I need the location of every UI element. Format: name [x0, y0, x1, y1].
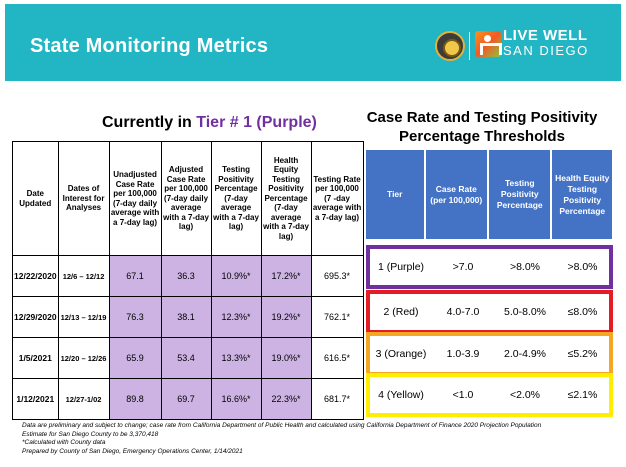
thr-header-case-rate: Case Rate (per 100,000) [425, 150, 487, 239]
thr-tier: 3 (Orange) [375, 348, 427, 360]
thresholds-header: Tier Case Rate (per 100,000) Testing Pos… [366, 150, 612, 239]
thr-case-rate: 1.0-3.9 [446, 348, 480, 360]
thresholds-title: Case Rate and Testing Positivity Percent… [358, 108, 606, 146]
thr-health-equity: >8.0% [567, 261, 598, 273]
logo-text-line1: LIVE WELL [503, 27, 588, 44]
cell-date-updated: 12/29/2020 [12, 296, 59, 338]
thr-case-rate: <1.0 [452, 389, 474, 401]
cell-unadjusted-case-rate: 67.1 [108, 255, 162, 297]
col-header-date-updated: Date Updated [12, 141, 59, 256]
cell-adjusted-case-rate: 36.3 [160, 255, 212, 297]
threshold-row-orange: 3 (Orange) 1.0-3.9 2.0-4.9% ≤5.2% [366, 332, 613, 376]
thr-positivity: <2.0% [509, 389, 541, 401]
thresholds-title-line1: Case Rate and Testing Positivity [366, 109, 598, 126]
thr-health-equity: ≤5.2% [567, 348, 598, 360]
cell-dates-of-interest: 12/20 – 12/26 [57, 337, 110, 379]
table-row: 1/12/2021 12/27-1/02 89.8 69.7 16.6%* 22… [12, 378, 364, 420]
thr-tier: 4 (Yellow) [378, 389, 424, 401]
current-tier-label: Tier # 1 (Purple) [196, 114, 317, 131]
table-row: 1/5/2021 12/20 – 12/26 65.9 53.4 13.3%* … [12, 337, 364, 379]
cell-dates-of-interest: 12/27-1/02 [57, 378, 110, 420]
thr-header-health-equity: Health Equity Testing Positivity Percent… [552, 150, 612, 239]
cell-testing-rate: 762.1* [310, 296, 364, 338]
footnotes: Data are preliminary and subject to chan… [22, 422, 612, 456]
cell-dates-of-interest: 12/6 – 12/12 [57, 255, 110, 297]
thr-positivity: 5.0-8.0% [503, 306, 547, 318]
thresholds-title-line2: Percentage Thresholds [399, 128, 565, 145]
col-header-adjusted-case-rate: Adjusted Case Rate per 100,000 (7-day da… [160, 141, 212, 256]
metrics-table: Date Updated Dates of Interest for Analy… [12, 141, 364, 420]
cell-dates-of-interest: 12/13 – 12/19 [57, 296, 110, 338]
thr-case-rate: >7.0 [452, 261, 474, 273]
current-tier-prefix: Currently in [102, 114, 197, 131]
cell-date-updated: 1/5/2021 [12, 337, 59, 379]
thr-health-equity: ≤2.1% [567, 389, 598, 401]
thr-positivity: >8.0% [509, 261, 541, 273]
cell-testing-positivity: 12.3%* [210, 296, 262, 338]
cell-testing-positivity: 10.9%* [210, 255, 262, 297]
logo-text-line2: SAN DIEGO [503, 43, 589, 58]
thr-positivity: 2.0-4.9% [503, 348, 547, 360]
cell-health-equity-positivity: 17.2%* [260, 255, 312, 297]
cell-date-updated: 12/22/2020 [12, 255, 59, 297]
logo-divider [469, 32, 470, 60]
threshold-row-red: 2 (Red) 4.0-7.0 5.0-8.0% ≤8.0% [366, 290, 613, 334]
thr-tier: 2 (Red) [383, 306, 419, 318]
cell-adjusted-case-rate: 38.1 [160, 296, 212, 338]
threshold-row-yellow: 4 (Yellow) <1.0 <2.0% ≤2.1% [366, 373, 613, 417]
footnote-line: Estimate for San Diego County to be 3,37… [22, 430, 159, 438]
cell-health-equity-positivity: 22.3%* [260, 378, 312, 420]
cell-adjusted-case-rate: 69.7 [160, 378, 212, 420]
cell-adjusted-case-rate: 53.4 [160, 337, 212, 379]
cell-testing-rate: 695.3* [310, 255, 364, 297]
cell-date-updated: 1/12/2021 [12, 378, 59, 420]
thr-header-tier: Tier [366, 150, 424, 239]
threshold-row-purple: 1 (Purple) >7.0 >8.0% >8.0% [366, 245, 613, 289]
thr-health-equity: ≤8.0% [567, 306, 598, 318]
cell-testing-positivity: 16.6%* [210, 378, 262, 420]
county-seal-icon [435, 31, 465, 61]
cell-testing-rate: 681.7* [310, 378, 364, 420]
cell-unadjusted-case-rate: 76.3 [108, 296, 162, 338]
metrics-header-row: Date Updated Dates of Interest for Analy… [12, 141, 364, 256]
cell-unadjusted-case-rate: 65.9 [108, 337, 162, 379]
footnote-line: Prepared by County of San Diego, Emergen… [22, 447, 243, 455]
live-well-logo-icon [475, 31, 502, 57]
header-banner: State Monitoring Metrics [5, 4, 621, 81]
col-header-health-equity-positivity: Health Equity Testing Positivity Percent… [260, 141, 312, 256]
thr-tier: 1 (Purple) [377, 261, 425, 273]
col-header-dates-of-interest: Dates of Interest for Analyses [57, 141, 110, 256]
cell-testing-positivity: 13.3%* [210, 337, 262, 379]
col-header-testing-positivity: Testing Positivity Percentage (7-day ave… [210, 141, 262, 256]
cell-health-equity-positivity: 19.2%* [260, 296, 312, 338]
col-header-testing-rate: Testing Rate per 100,000 (7 -day average… [310, 141, 364, 256]
footnote-line: *Calculated with County data [22, 439, 106, 446]
thr-header-positivity: Testing Positivity Percentage [489, 150, 551, 239]
cell-testing-rate: 616.5* [310, 337, 364, 379]
table-row: 12/22/2020 12/6 – 12/12 67.1 36.3 10.9%*… [12, 255, 364, 297]
thr-case-rate: 4.0-7.0 [446, 306, 480, 318]
table-row: 12/29/2020 12/13 – 12/19 76.3 38.1 12.3%… [12, 296, 364, 338]
cell-health-equity-positivity: 19.0%* [260, 337, 312, 379]
cell-unadjusted-case-rate: 89.8 [108, 378, 162, 420]
current-tier-title: Currently in Tier # 1 (Purple) [102, 114, 317, 132]
footnote-line: Data are preliminary and subject to chan… [22, 422, 542, 429]
page-title: State Monitoring Metrics [30, 35, 269, 57]
col-header-unadjusted-case-rate: Unadjusted Case Rate per 100,000 (7-day … [108, 141, 162, 256]
